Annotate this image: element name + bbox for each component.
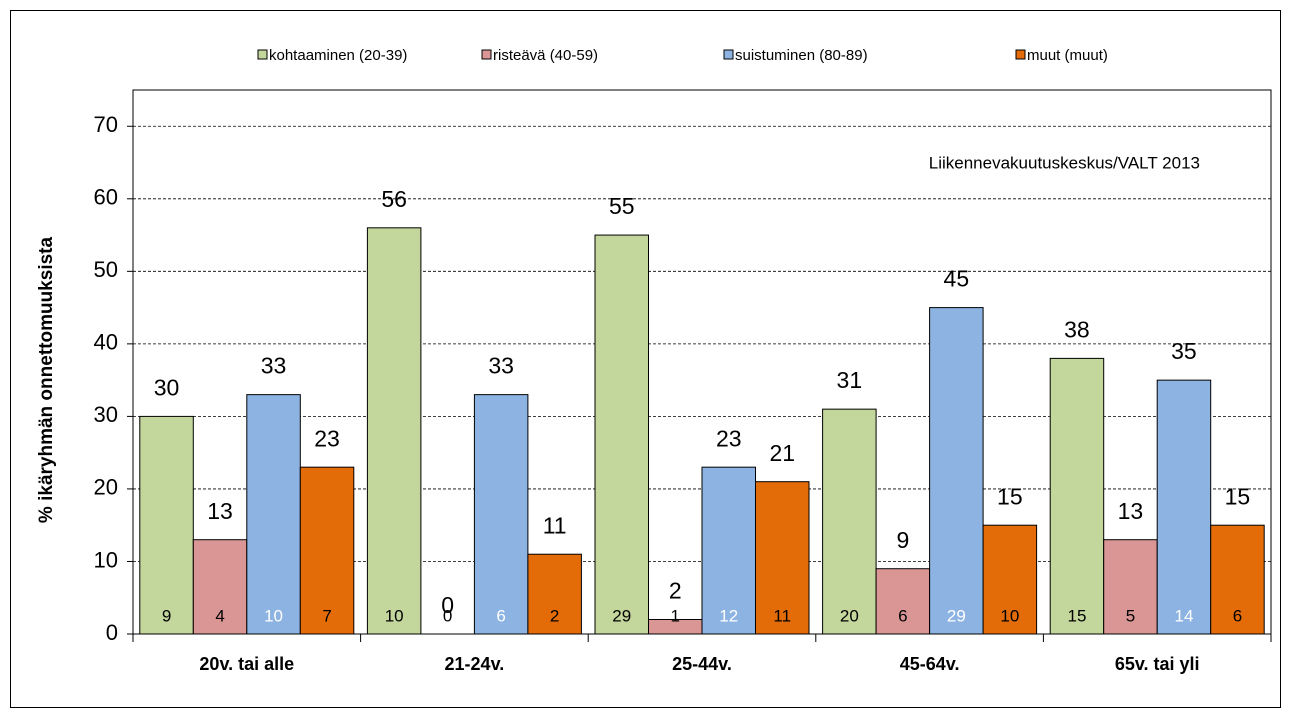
count-label: 6 bbox=[898, 606, 907, 625]
bar bbox=[1156, 379, 1212, 635]
count-label: 4 bbox=[215, 606, 224, 625]
value-label: 23 bbox=[314, 425, 340, 451]
bar bbox=[299, 466, 355, 635]
count-label: 10 bbox=[385, 606, 404, 625]
y-tick-label: 70 bbox=[94, 112, 118, 137]
value-label: 11 bbox=[543, 512, 567, 538]
value-label: 21 bbox=[769, 440, 795, 466]
y-tick-label: 50 bbox=[94, 257, 118, 282]
legend-label: risteävä (40-59) bbox=[493, 47, 598, 64]
count-label: 20 bbox=[840, 606, 859, 625]
bar bbox=[929, 307, 984, 635]
count-label: 2 bbox=[550, 606, 559, 625]
value-label: 33 bbox=[261, 353, 287, 379]
bar bbox=[1049, 357, 1105, 635]
value-label: 31 bbox=[837, 367, 863, 393]
value-label: 55 bbox=[609, 193, 635, 219]
x-tick-label: 21-24v. bbox=[445, 654, 505, 674]
bar bbox=[822, 408, 877, 635]
value-label: 13 bbox=[207, 498, 233, 524]
value-label: 13 bbox=[1118, 498, 1144, 524]
bar bbox=[139, 415, 194, 635]
count-label: 1 bbox=[671, 606, 680, 625]
count-label: 14 bbox=[1174, 606, 1193, 625]
y-tick-label: 10 bbox=[94, 547, 118, 572]
value-label: 33 bbox=[488, 353, 514, 379]
x-tick-label: 45-64v. bbox=[900, 654, 960, 674]
count-label: 15 bbox=[1067, 606, 1086, 625]
bar bbox=[1210, 524, 1265, 635]
count-label: 10 bbox=[264, 606, 283, 625]
count-label: 5 bbox=[1126, 606, 1135, 625]
x-tick-label: 25-44v. bbox=[672, 654, 732, 674]
value-label: 15 bbox=[997, 483, 1023, 509]
value-label: 2 bbox=[669, 578, 682, 604]
legend-label: suistuminen (80-89) bbox=[735, 47, 868, 64]
y-tick-label: 40 bbox=[94, 330, 118, 355]
count-label: 7 bbox=[322, 606, 331, 625]
count-label: 12 bbox=[719, 606, 738, 625]
value-label: 45 bbox=[944, 266, 970, 292]
legend-swatch bbox=[723, 49, 734, 60]
y-tick-label: 20 bbox=[94, 475, 118, 500]
value-label: 23 bbox=[716, 425, 742, 451]
bar bbox=[527, 553, 582, 635]
y-axis-title: % ikäryhmän onnettomuuksista bbox=[36, 237, 57, 524]
count-label: 11 bbox=[773, 606, 791, 625]
bar bbox=[473, 394, 529, 635]
bar bbox=[366, 227, 422, 635]
legend-label: kohtaaminen (20-39) bbox=[269, 47, 407, 64]
x-tick-label: 20v. tai alle bbox=[199, 654, 294, 674]
bar bbox=[246, 394, 301, 635]
value-label: 38 bbox=[1064, 316, 1090, 342]
value-label: 56 bbox=[381, 186, 407, 212]
count-label: 29 bbox=[612, 606, 631, 625]
value-label: 35 bbox=[1171, 338, 1197, 364]
bar bbox=[755, 481, 810, 635]
legend-label: muut (muut) bbox=[1027, 47, 1108, 64]
value-label: 15 bbox=[1225, 483, 1251, 509]
count-label: 10 bbox=[1000, 606, 1019, 625]
count-label: 9 bbox=[162, 606, 171, 625]
legend-swatch bbox=[481, 49, 492, 60]
bar bbox=[1103, 539, 1158, 635]
count-label: 6 bbox=[496, 606, 505, 625]
legend-swatch bbox=[1015, 49, 1026, 60]
count-label: 0 bbox=[443, 606, 452, 625]
legend-swatch bbox=[257, 49, 268, 60]
bar bbox=[982, 524, 1038, 635]
y-tick-label: 30 bbox=[94, 402, 118, 427]
y-tick-label: 60 bbox=[94, 185, 118, 210]
annotation: Liikennevakuutuskeskus/VALT 2013 bbox=[929, 153, 1200, 172]
bar bbox=[594, 234, 649, 635]
x-tick-label: 65v. tai yli bbox=[1115, 654, 1200, 674]
y-tick-label: 0 bbox=[106, 620, 118, 645]
count-label: 6 bbox=[1233, 606, 1242, 625]
value-label: 9 bbox=[896, 527, 909, 553]
value-label: 0 bbox=[441, 592, 454, 618]
value-label: 30 bbox=[154, 374, 180, 400]
count-label: 29 bbox=[947, 606, 966, 625]
